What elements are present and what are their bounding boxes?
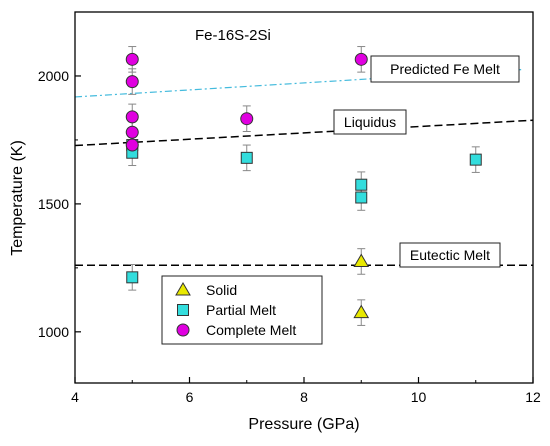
reference-line	[74, 119, 534, 147]
annotation-box	[333, 109, 407, 135]
legend-label: Partial Melt	[206, 302, 276, 318]
annotation-label: Eutectic Melt	[410, 247, 490, 263]
legend: Solid Partial Melt Complete Melt	[161, 275, 323, 345]
data-point-partial-melt	[355, 191, 368, 204]
annotation-box	[399, 242, 501, 268]
data-point-complete-melt	[125, 125, 139, 139]
legend-marker	[176, 323, 190, 337]
axis-ticks: 4 6 8 10 12 1000 1500 2000	[38, 68, 541, 405]
x-tick-label: 6	[186, 389, 194, 405]
x-tick-label: 12	[525, 389, 541, 405]
legend-marker	[177, 304, 189, 316]
x-tick-label: 8	[300, 389, 308, 405]
data-point-complete-melt	[240, 112, 254, 126]
data-point-solid	[353, 304, 370, 319]
data-point-complete-melt	[125, 138, 139, 152]
x-tick-label: 4	[71, 389, 79, 405]
data-point-solid	[353, 253, 370, 267]
data-point-partial-melt	[355, 178, 368, 191]
data-point-complete-melt	[125, 110, 139, 124]
data-point-partial-melt	[469, 153, 482, 166]
data-point-partial-melt	[126, 271, 139, 284]
line-annotations: Predicted Fe Melt Liquidus Eutectic Melt	[333, 55, 520, 268]
legend-marker	[175, 282, 191, 296]
y-tick-label: 1500	[38, 196, 69, 212]
legend-label: Solid	[206, 282, 237, 298]
x-axis-label: Pressure (GPa)	[248, 416, 359, 433]
annotation-label: Liquidus	[344, 114, 396, 130]
y-tick-label: 2000	[38, 68, 69, 84]
data-point-complete-melt	[125, 52, 139, 66]
y-tick-label: 1000	[38, 324, 69, 340]
chart-title: Fe-16S-2Si	[195, 27, 271, 44]
legend-label: Complete Melt	[206, 322, 296, 338]
y-axis-label: Temperature (K)	[9, 140, 26, 256]
data-point-partial-melt	[240, 151, 253, 164]
reference-lines	[74, 68, 534, 267]
data-point-complete-melt	[125, 75, 139, 89]
data-point-complete-melt	[354, 52, 368, 66]
x-tick-label: 10	[411, 389, 427, 405]
data-points	[125, 52, 482, 319]
annotation-box	[370, 55, 520, 83]
annotation-label: Predicted Fe Melt	[390, 61, 500, 77]
